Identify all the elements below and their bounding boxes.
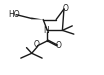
Text: O: O xyxy=(56,41,62,50)
Text: N: N xyxy=(43,26,49,35)
Text: HO: HO xyxy=(8,10,20,19)
Polygon shape xyxy=(31,17,43,20)
Text: O: O xyxy=(62,4,68,13)
Text: O: O xyxy=(34,40,40,49)
